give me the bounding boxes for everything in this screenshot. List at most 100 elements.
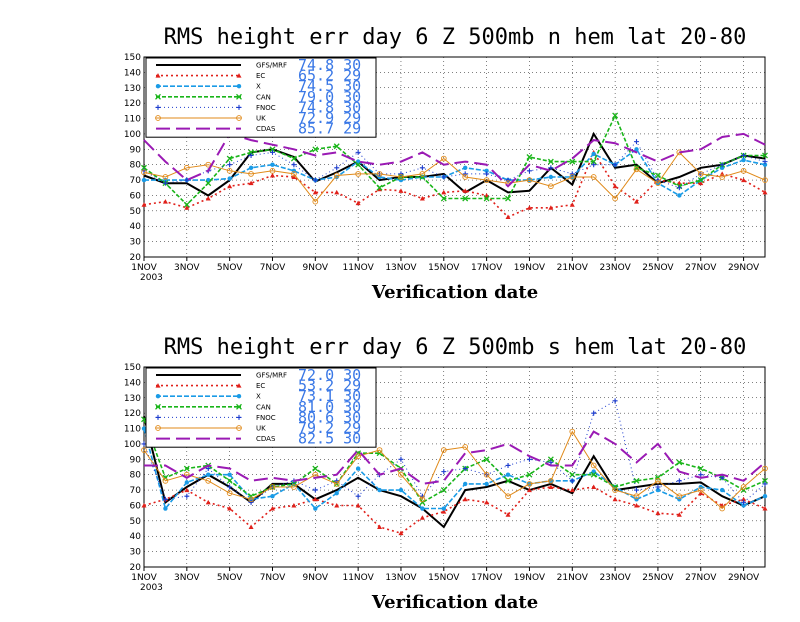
- legend-value: 82.5 30: [298, 430, 361, 448]
- data-point: [141, 164, 147, 171]
- y-tick-label: 90: [130, 145, 142, 155]
- data-point: [227, 472, 232, 477]
- y-tick-label: 40: [130, 532, 142, 542]
- data-point: [677, 193, 682, 198]
- data-point: [697, 487, 704, 493]
- series-line-uk: [143, 430, 766, 510]
- data-point: [569, 487, 575, 493]
- legend-label: UK: [256, 115, 266, 123]
- data-point: [762, 159, 768, 165]
- data-point: [441, 506, 446, 511]
- legend-value: 72.0 30: [298, 366, 361, 384]
- data-point: [505, 493, 511, 500]
- data-point: [590, 471, 597, 478]
- legend-marker: [236, 115, 242, 121]
- y-tick-label: 70: [130, 176, 142, 186]
- data-point: [226, 167, 233, 174]
- data-point: [441, 469, 447, 475]
- data-point: [634, 147, 639, 152]
- data-point: [334, 490, 339, 496]
- data-point: [226, 477, 233, 484]
- data-point: [633, 493, 640, 500]
- legend-label: X: [256, 393, 261, 401]
- data-point: [291, 484, 297, 490]
- y-tick-label: 20: [130, 253, 142, 263]
- data-point: [269, 149, 275, 155]
- y-tick-label: 80: [130, 161, 142, 171]
- data-point: [505, 462, 511, 468]
- data-point: [633, 164, 640, 171]
- data-point: [762, 465, 768, 472]
- x-tick-year: 2003: [140, 273, 163, 283]
- data-point: [248, 496, 254, 503]
- data-point: [205, 466, 211, 472]
- data-point: [762, 152, 768, 159]
- data-point: [248, 165, 254, 170]
- x-tick-label: 21NOV: [557, 263, 589, 273]
- data-point: [484, 192, 490, 198]
- legend-value: 74.8 30: [298, 56, 361, 74]
- data-point: [162, 496, 168, 502]
- data-point: [526, 487, 532, 493]
- series-line-cdas: [144, 430, 766, 485]
- data-point: [483, 471, 490, 478]
- data-point: [462, 496, 468, 502]
- legend-value: 81.0 30: [298, 398, 361, 416]
- y-tick-label: 100: [124, 130, 141, 140]
- data-point: [333, 172, 340, 179]
- y-tick-label: 140: [124, 378, 141, 388]
- y-tick-label: 100: [124, 440, 141, 450]
- legend-marker: [155, 104, 161, 110]
- data-point: [355, 200, 361, 206]
- y-tick-label: 80: [130, 471, 142, 481]
- y-tick-label: 60: [130, 501, 142, 511]
- data-point: [462, 195, 469, 202]
- data-point: [612, 487, 618, 493]
- data-point: [569, 478, 575, 484]
- legend-marker: [236, 93, 242, 100]
- y-tick-label: 30: [130, 238, 142, 248]
- data-point: [590, 462, 597, 469]
- data-point: [634, 502, 640, 508]
- data-point: [227, 484, 233, 490]
- data-point: [440, 155, 447, 162]
- series-line-gfs-mrf: [143, 131, 766, 197]
- legend-marker: [155, 394, 161, 399]
- data-point: [463, 165, 468, 170]
- data-point: [312, 189, 318, 195]
- data-point: [419, 515, 425, 520]
- legend-marker: [236, 414, 242, 420]
- data-point: [741, 503, 746, 508]
- legend-marker: [236, 104, 242, 110]
- data-point: [248, 149, 255, 156]
- data-point: [248, 499, 254, 505]
- y-tick-label: 70: [130, 486, 142, 496]
- x-tick-label: 3NOV: [174, 263, 200, 273]
- data-point: [655, 510, 661, 516]
- data-point: [205, 180, 212, 187]
- chart-panel-north: RMS height err day 6 Z 500mb n hem lat 2…: [124, 25, 768, 303]
- data-point: [376, 447, 383, 453]
- y-tick-label: 40: [130, 222, 142, 232]
- data-point: [633, 166, 640, 173]
- data-point: [505, 177, 511, 183]
- data-point: [141, 447, 147, 453]
- data-point: [248, 180, 254, 186]
- legend-value: 79.0 30: [298, 88, 361, 106]
- x-axis-label: Verification date: [371, 282, 538, 303]
- data-point: [526, 205, 532, 210]
- x-tick-label: 9NOV: [303, 263, 329, 273]
- data-point: [762, 494, 768, 499]
- legend-value: 65.2 29: [298, 67, 361, 85]
- data-point: [269, 172, 275, 178]
- x-tick-label: 17NOV: [471, 263, 503, 273]
- data-point: [676, 180, 682, 186]
- data-point: [654, 172, 661, 179]
- legend-label: UK: [256, 425, 266, 433]
- data-point: [762, 162, 768, 167]
- data-point: [248, 524, 254, 529]
- x-tick-label: 23NOV: [599, 573, 631, 583]
- data-point: [676, 478, 682, 484]
- legend-marker: [236, 394, 242, 399]
- y-tick-label: 150: [124, 363, 141, 373]
